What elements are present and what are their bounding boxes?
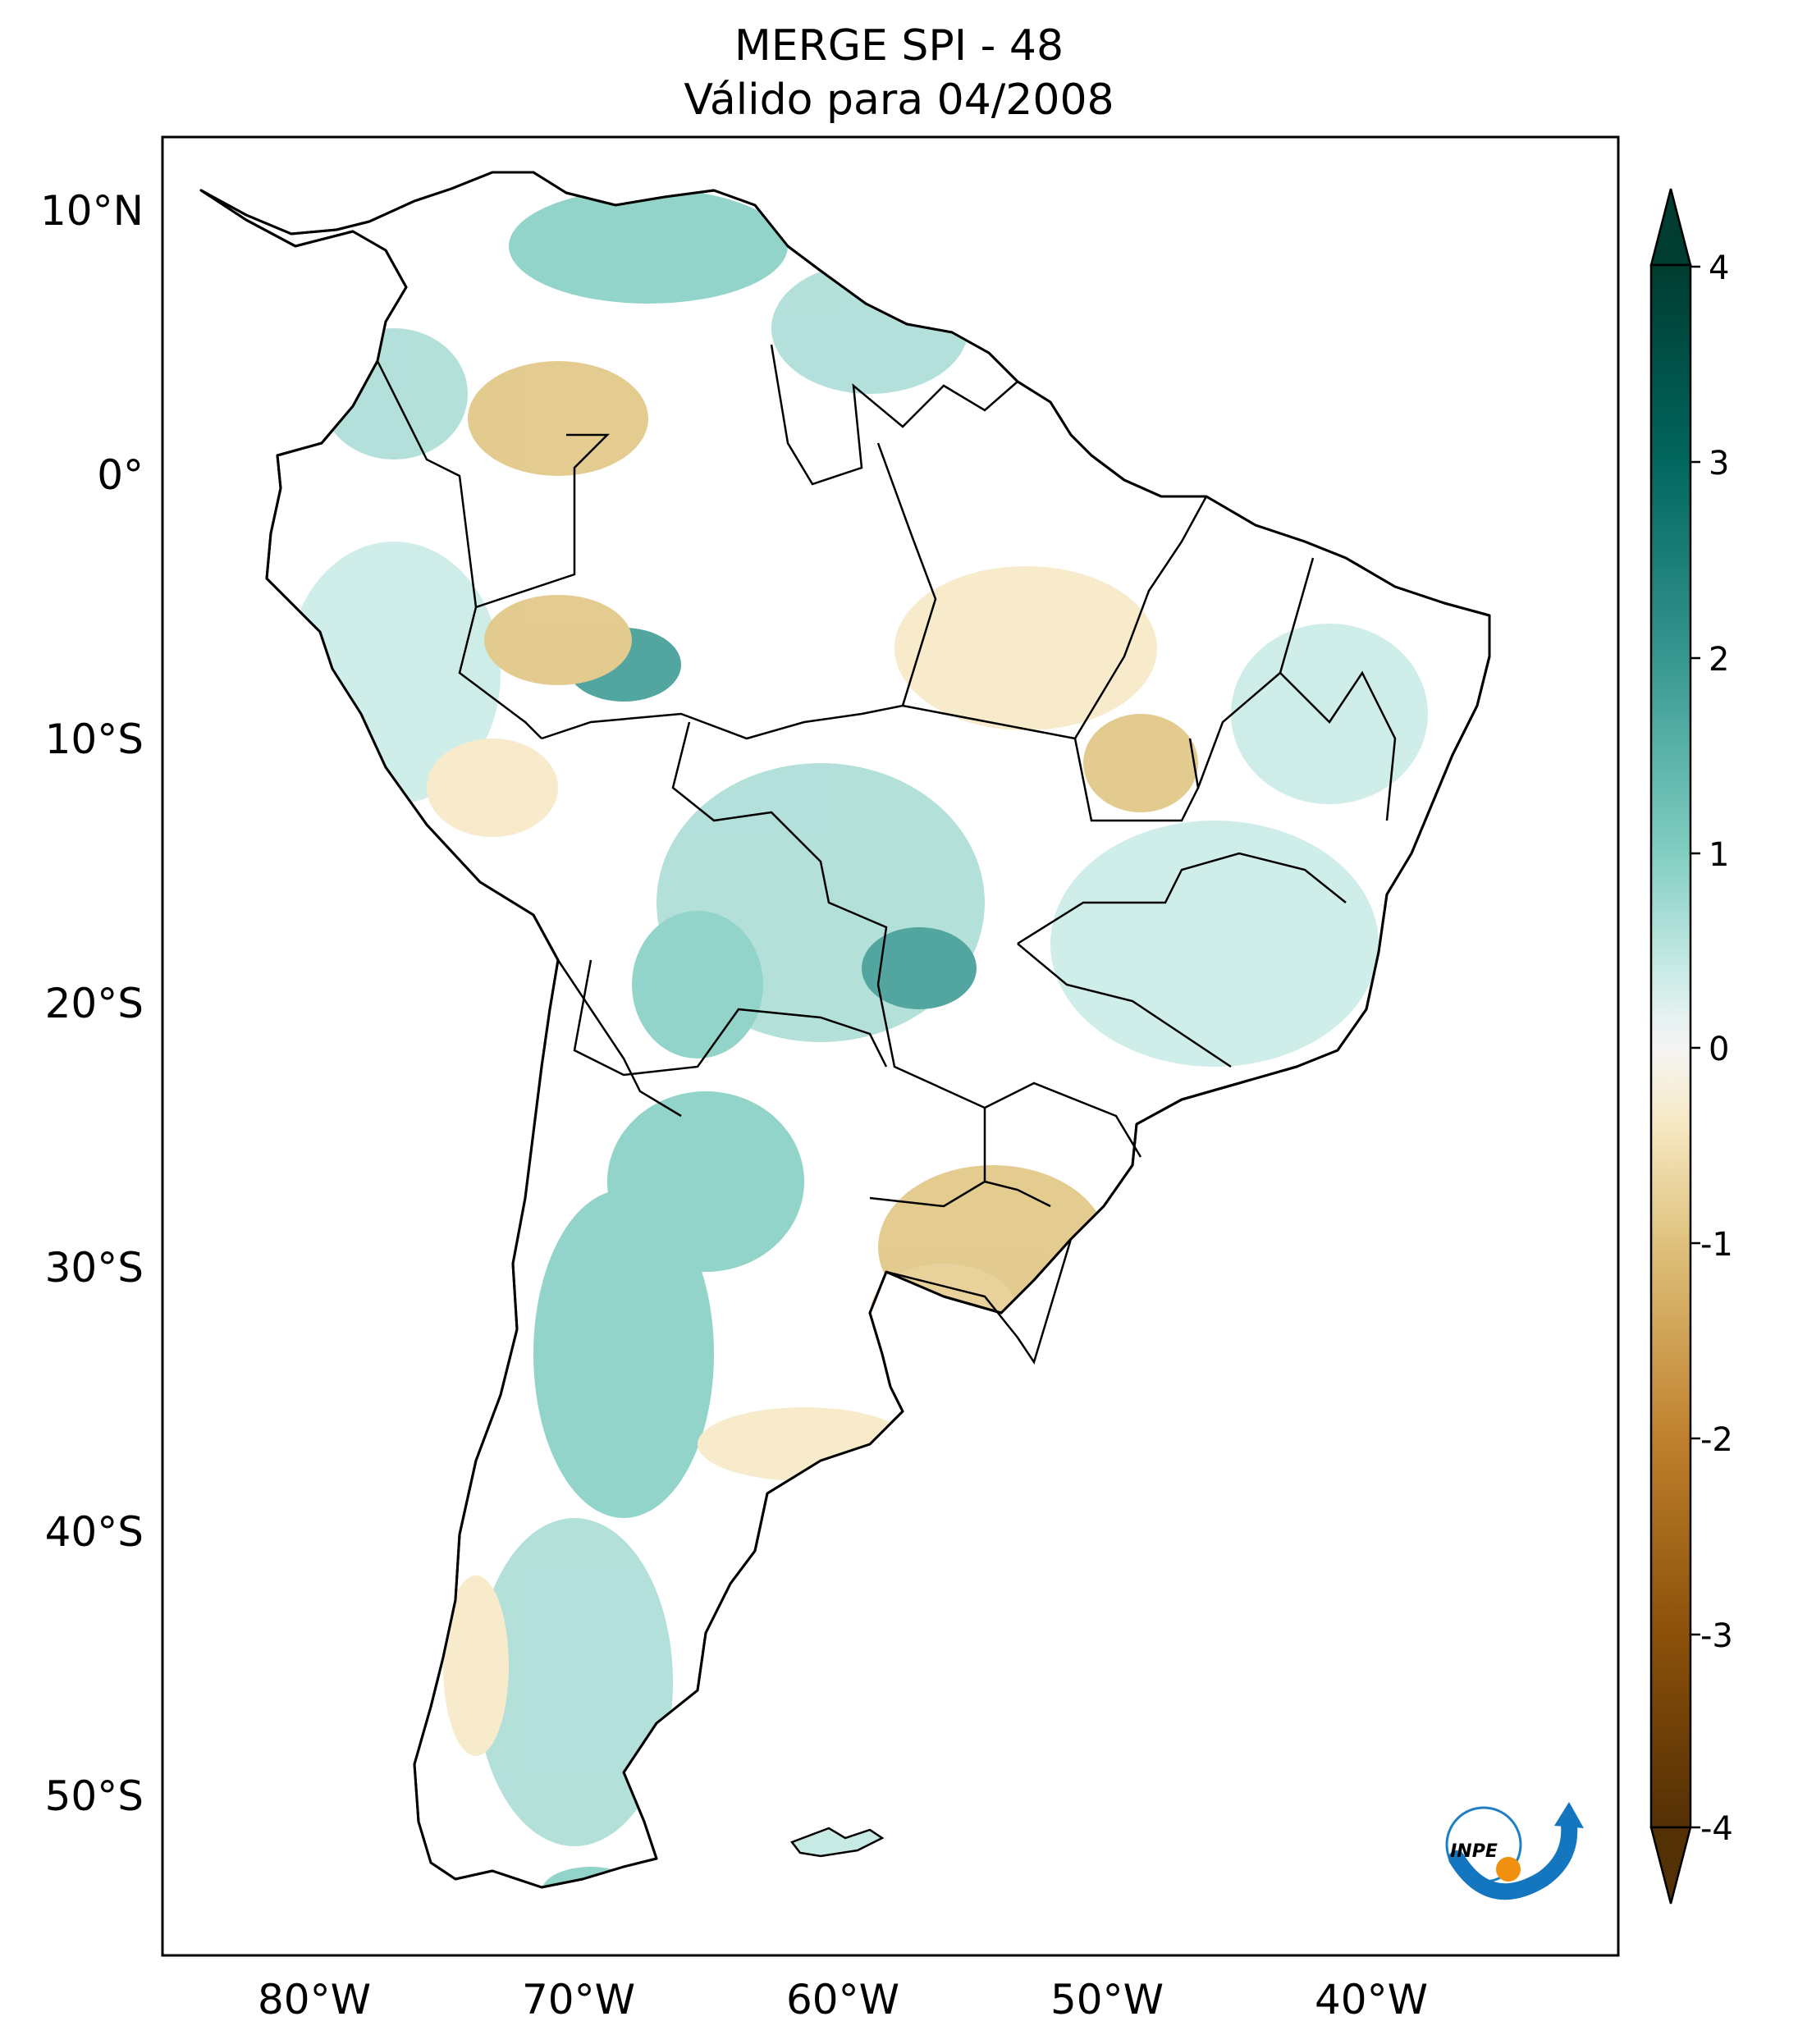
political-borders — [376, 344, 1397, 1365]
wet-region-pantanal — [862, 927, 977, 1009]
dry-region-chile — [443, 1575, 509, 1756]
colorbar-tick-0: 0 — [1709, 1031, 1729, 1068]
lon-label-40w: 40°W — [1315, 1976, 1428, 2023]
colorbar-tick-3: 3 — [1709, 445, 1729, 482]
lon-label-50w: 50°W — [1050, 1976, 1164, 2023]
dry-region-colombia — [468, 361, 648, 476]
coastline — [199, 171, 1491, 1889]
longitude-labels: 80°W 70°W 60°W 50°W 40°W — [258, 1976, 1428, 2023]
colorbar-tick-neg1: -1 — [1700, 1226, 1733, 1264]
dry-region-peru — [427, 738, 558, 837]
wet-region-venezuela — [509, 189, 788, 304]
lat-label-10s: 10°S — [45, 716, 144, 763]
lon-label-60w: 60°W — [786, 1976, 899, 2023]
lon-label-80w: 80°W — [258, 1976, 371, 2023]
lat-label-50s: 50°S — [45, 1772, 144, 1820]
wet-region-northeast — [1231, 624, 1428, 804]
lat-label-30s: 30°S — [45, 1244, 144, 1292]
wet-region-southeast — [1050, 821, 1379, 1067]
colorbar-tick-neg3: -3 — [1700, 1617, 1733, 1655]
colorbar-ticks — [1690, 265, 1700, 1829]
colorbar-tick-2: 2 — [1709, 641, 1729, 679]
dry-region-amazonas — [484, 595, 632, 685]
colorbar-bottom-extension — [1649, 1826, 1692, 1905]
map-title: MERGE SPI - 48 — [734, 21, 1064, 71]
colorbar-tick-4: 4 — [1709, 249, 1729, 287]
lat-label-0: 0° — [97, 451, 144, 499]
colorbar-body — [1649, 263, 1692, 1829]
lat-label-10n: 10°N — [40, 187, 144, 235]
wet-region-patagonia — [476, 1518, 673, 1846]
map-subtitle: Válido para 04/2008 — [684, 75, 1114, 125]
dry-region-para — [894, 566, 1157, 730]
dry-region-tocantins — [1083, 714, 1198, 812]
colorbar-top-extension — [1649, 188, 1692, 267]
wet-region-andes — [533, 1190, 714, 1518]
colorbar-tick-neg2: -2 — [1700, 1421, 1733, 1459]
wet-region-bolivia — [632, 911, 763, 1059]
colorbar-labels: 4 3 2 1 0 -1 -2 -3 -4 — [1700, 249, 1733, 1848]
inpe-logo-icon: INPE — [1445, 1802, 1584, 1900]
lat-label-20s: 20°S — [45, 980, 144, 1027]
lon-label-70w: 70°W — [522, 1976, 635, 2023]
latitude-labels: 10°N 0° 10°S 20°S 30°S 40°S 50°S — [40, 187, 144, 1820]
spi-field — [199, 171, 1491, 1889]
inpe-logo-text: INPE — [1450, 1841, 1498, 1862]
colorbar-tick-neg4: -4 — [1700, 1810, 1733, 1848]
colorbar-tick-1: 1 — [1709, 836, 1729, 874]
colorbar: 4 3 2 1 0 -1 -2 -3 -4 — [1649, 188, 1733, 1905]
falkland-islands — [789, 1827, 885, 1858]
lat-label-40s: 40°S — [45, 1508, 144, 1556]
